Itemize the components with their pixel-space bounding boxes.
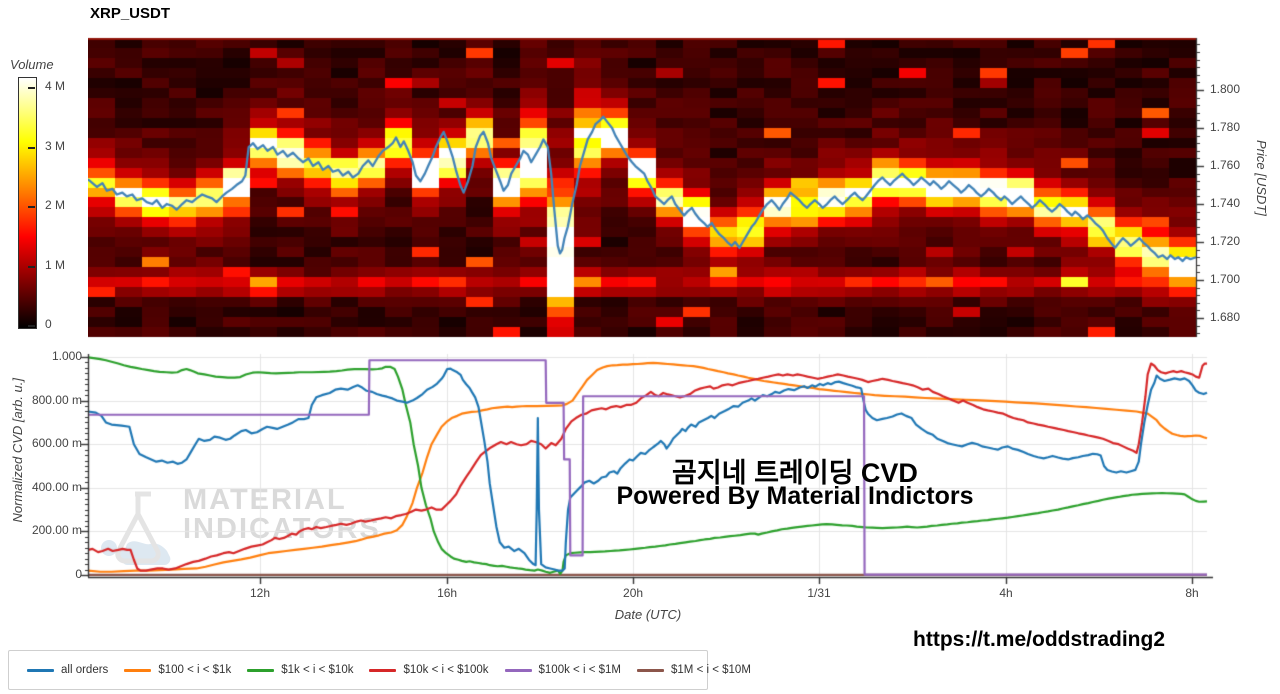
colorbar-tick-label: 4 M (45, 79, 66, 93)
heatmap-canvas (88, 30, 1218, 345)
x-axis-title: Date (UTC) (614, 607, 682, 622)
legend-item-100-i-1k[interactable]: $100 < i < $1k (124, 664, 231, 676)
colorbar-tick-label: 2 M (45, 198, 66, 212)
legend-label: all orders (61, 664, 109, 676)
legend-swatch (369, 668, 397, 672)
legend-label: $100k < i < $1M (538, 664, 621, 676)
price-axis-title: Price [USDT] (1254, 140, 1269, 216)
colorbar-tick-label: 0 (45, 317, 52, 331)
telegram-url: https://t.me/oddstrading2 (913, 628, 1165, 651)
tick-mark (28, 206, 35, 208)
cvd-tick-label: 600.00 m (31, 436, 82, 451)
legend-item-1m-i-10m[interactable]: $1M < i < $10M (637, 664, 751, 676)
legend-item-10k-i-100k[interactable]: $10k < i < $100k (369, 664, 489, 676)
legend-label: $10k < i < $100k (403, 664, 489, 676)
colorbar-tick-label: 1 M (45, 257, 66, 272)
cvd-tick-label: 0 (0, 567, 82, 581)
cvd-chart-canvas (78, 350, 1218, 590)
legend-label: $1k < i < $10k (281, 664, 354, 676)
cvd-tick-label: 200.00 m (31, 523, 82, 538)
legend-swatch (504, 668, 532, 672)
tick-mark (28, 325, 35, 327)
legend-item-all-orders[interactable]: all orders (27, 664, 108, 676)
cvd-tick-label: 800.00 m (31, 392, 82, 407)
watermark-line1: 곰지네 트레이딩 CVD (672, 458, 918, 488)
legend-box: all orders $100 < i < $1k $1k < i < $10k $1… (8, 650, 751, 690)
legend-item-1k-i-10k[interactable]: $1k < i < $10k (247, 664, 353, 676)
legend-label: $1M < i < $10M (671, 664, 751, 676)
tick-mark (28, 87, 35, 89)
legend-swatch (27, 668, 54, 672)
legend-swatch (124, 668, 152, 672)
legend-swatch (637, 668, 664, 672)
volume-colorbar (18, 77, 37, 329)
cvd-tick-label: 1.000 (51, 349, 82, 363)
legend-label: $100 < i < $1k (158, 664, 232, 676)
colorbar-title: Volume (10, 57, 54, 72)
page-title: XRP_USDT (90, 5, 171, 22)
legend-swatch (247, 668, 275, 672)
tick-mark (28, 147, 35, 149)
cvd-tick-label: 400.00 m (31, 479, 82, 494)
legend-item-100k-i-1m[interactable]: $100k < i < $1M (504, 664, 621, 676)
colorbar-tick-label: 3 M (45, 138, 66, 153)
tick-mark (28, 266, 35, 268)
watermark-line2: Powered By Material Indictors (616, 482, 974, 510)
